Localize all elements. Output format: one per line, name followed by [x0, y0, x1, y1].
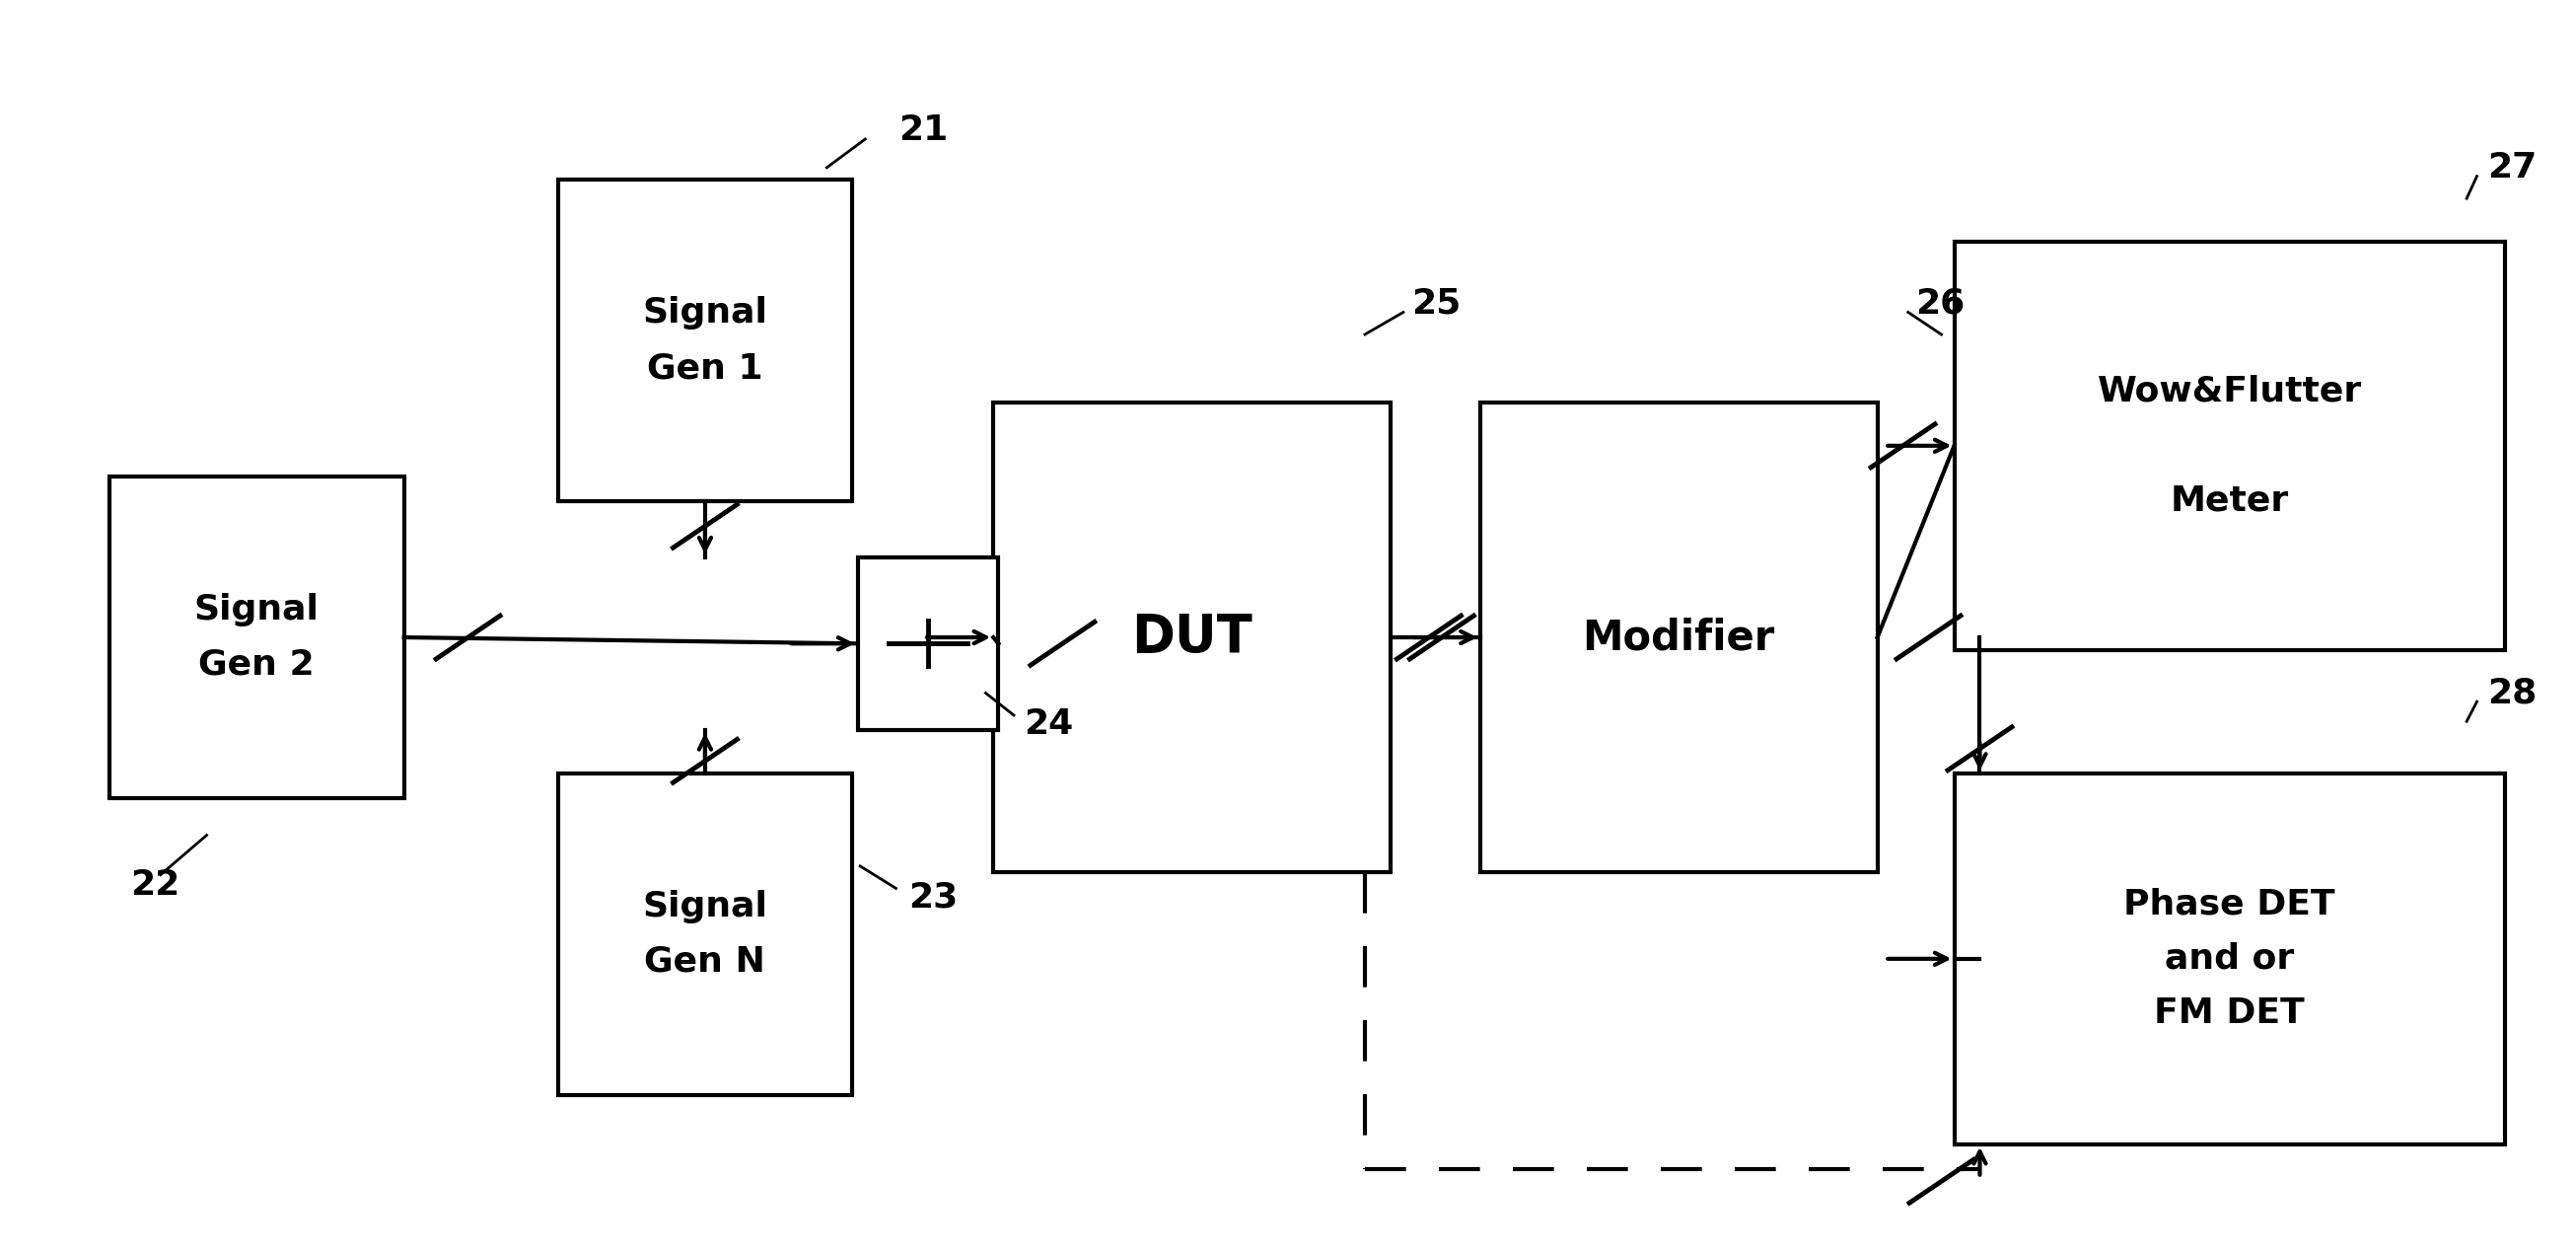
Text: 27: 27 [2488, 151, 2537, 184]
Text: 24: 24 [1025, 708, 1074, 741]
Bar [559, 774, 853, 1095]
Bar [1481, 402, 1878, 872]
Bar [559, 180, 853, 501]
Text: Phase DET
and or
FM DET: Phase DET and or FM DET [2123, 888, 2336, 1030]
Text: 26: 26 [1917, 286, 1965, 320]
Text: 28: 28 [2488, 676, 2537, 710]
Text: Signal
Gen 2: Signal Gen 2 [193, 594, 319, 681]
Text: Signal
Gen N: Signal Gen N [641, 890, 768, 979]
Text: 23: 23 [909, 880, 958, 914]
Text: 25: 25 [1412, 286, 1461, 320]
Bar [994, 402, 1391, 872]
Bar [858, 558, 999, 730]
Text: 21: 21 [899, 114, 948, 148]
Bar [1955, 774, 2504, 1144]
Bar [108, 476, 404, 798]
Text: 22: 22 [129, 867, 180, 901]
Text: Wow&Flutter

Meter: Wow&Flutter Meter [2097, 374, 2362, 518]
Text: Signal
Gen 1: Signal Gen 1 [641, 296, 768, 385]
Text: DUT: DUT [1131, 611, 1252, 662]
Bar [1955, 241, 2504, 650]
Text: Modifier: Modifier [1582, 616, 1775, 658]
